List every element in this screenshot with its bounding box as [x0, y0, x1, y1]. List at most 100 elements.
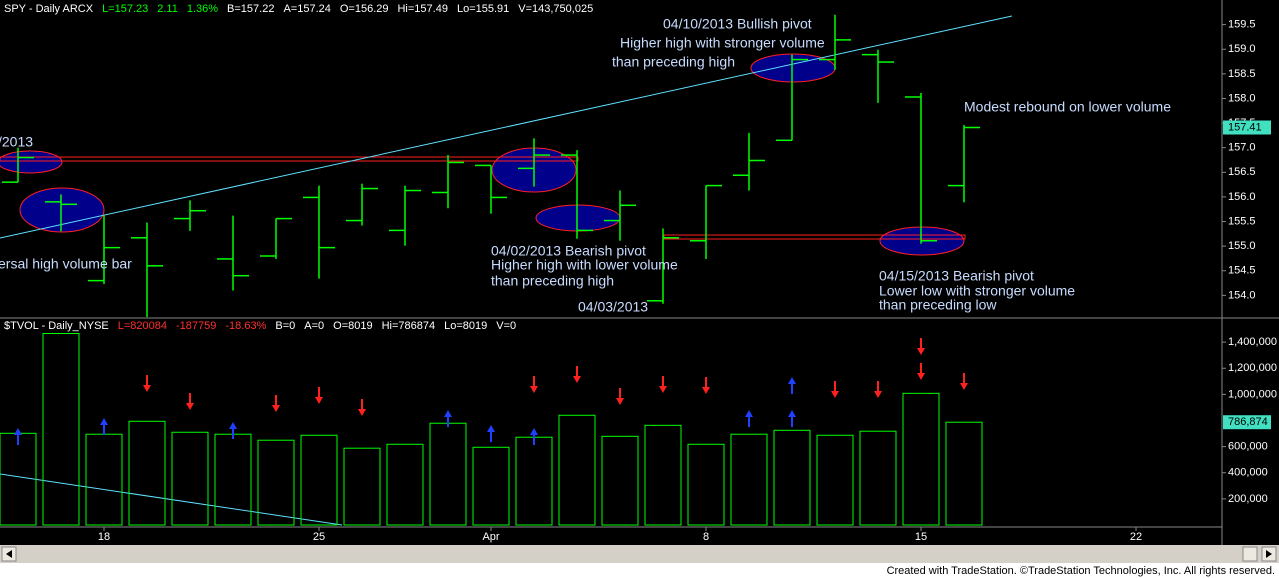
- footer: Created with TradeStation. ©TradeStation…: [887, 565, 1275, 577]
- signal-arrow-down: [530, 376, 538, 393]
- volume-bar: [472, 446, 510, 526]
- volume-bar: [558, 414, 596, 526]
- chart-header: A=0: [304, 320, 324, 332]
- last-price-box: [1223, 120, 1271, 135]
- highlight-ellipse: [0, 150, 63, 174]
- signal-arrow-down: [831, 381, 839, 398]
- x-tick-label: 22: [1130, 531, 1142, 543]
- signal-arrow-down: [315, 387, 323, 404]
- trend-line: [0, 473, 343, 526]
- chart-header: $TVOL - Daily_NYSE: [4, 320, 109, 332]
- y-tick-label: 159.5: [1228, 19, 1256, 31]
- annotation: Lower low with stronger volume: [879, 283, 1075, 299]
- support-line: [663, 234, 966, 240]
- signal-arrow-up: [14, 428, 22, 445]
- signal-arrow-up: [788, 377, 796, 394]
- annotation: 04/03/2013: [578, 299, 648, 315]
- signal-arrow-down: [659, 376, 667, 393]
- annotation: /2013: [0, 134, 33, 150]
- footer-bar: [0, 563, 1279, 578]
- y-tick-label: 600,000: [1228, 441, 1268, 453]
- chart-header: Lo=8019: [444, 320, 487, 332]
- chart-header: L=820084: [118, 320, 167, 332]
- y-tick-label: 1,000,000: [1228, 388, 1277, 400]
- chart-header: Lo=155.91: [457, 3, 509, 15]
- volume-bar: [644, 424, 682, 526]
- chart-header: B=157.22: [227, 3, 274, 15]
- y-tick-label: 154.5: [1228, 265, 1256, 277]
- y-tick-label: 156.5: [1228, 166, 1256, 178]
- y-tick-label: 158.5: [1228, 68, 1256, 80]
- volume-bar: [816, 434, 854, 526]
- chart-header: B=0: [275, 320, 295, 332]
- y-tick-label: 155.5: [1228, 215, 1256, 227]
- x-tick-label: 18: [98, 531, 110, 543]
- x-tick-label: Apr: [482, 531, 499, 543]
- annotation: 04/15/2013 Bearish pivot: [879, 268, 1034, 284]
- signal-arrow-down: [272, 395, 280, 412]
- chart-header: L=157.23: [102, 3, 148, 15]
- signal-arrow-down: [702, 377, 710, 394]
- chart-header: SPY - Daily ARCX: [4, 3, 94, 15]
- chart-header: -187759: [176, 320, 216, 332]
- x-tick-label: 15: [915, 531, 927, 543]
- volume-bar: [128, 420, 166, 526]
- signal-arrow-down: [616, 388, 624, 405]
- volume-bar: [300, 434, 338, 526]
- y-tick-label: 1,400,000: [1228, 336, 1277, 348]
- highlight-ellipse: [535, 204, 621, 232]
- volume-bar: [773, 429, 811, 526]
- y-tick-label: 1,200,000: [1228, 362, 1277, 374]
- volume-bar: [945, 421, 983, 526]
- resistance-line: [0, 156, 579, 162]
- signal-arrow-down: [143, 375, 151, 392]
- last-price-label: 157.41: [1228, 121, 1262, 133]
- x-tick-label: 8: [703, 531, 709, 543]
- chart-header: V=0: [496, 320, 516, 332]
- scroll-thumb[interactable]: [1242, 546, 1258, 562]
- x-tick-label: 25: [313, 531, 325, 543]
- volume-bar: [343, 447, 381, 526]
- signal-arrow-up: [100, 418, 108, 435]
- chart-header: A=157.24: [283, 3, 330, 15]
- y-tick-label: 154.0: [1228, 289, 1256, 301]
- volume-bar: [902, 392, 940, 526]
- annotation: 04/10/2013 Bullish pivot: [663, 16, 812, 32]
- signal-arrow-down: [917, 363, 925, 380]
- signal-arrow-up: [530, 428, 538, 445]
- volume-bar: [687, 443, 725, 526]
- volume-bar: [601, 435, 639, 526]
- signal-arrow-up: [788, 410, 796, 427]
- y-tick-label: 200,000: [1228, 493, 1268, 505]
- y-tick-label: 156.0: [1228, 191, 1256, 203]
- annotation: Modest rebound on lower volume: [964, 99, 1171, 115]
- volume-bar: [730, 433, 768, 526]
- annotation: Higher high with stronger volume: [620, 35, 825, 51]
- chart-header: -18.63%: [225, 320, 266, 332]
- annotation: than preceding high: [612, 54, 735, 70]
- last-volume-box: [1223, 415, 1271, 430]
- scroll-left-icon: [6, 550, 12, 558]
- annotation: ersal high volume bar: [0, 256, 132, 272]
- signal-arrow-down: [960, 373, 968, 390]
- scrollbar[interactable]: [0, 545, 1279, 563]
- signal-arrow-down: [573, 366, 581, 383]
- chart-header: O=8019: [333, 320, 372, 332]
- highlight-ellipse: [19, 187, 105, 233]
- signal-arrow-down: [874, 381, 882, 398]
- signal-arrow-down: [917, 338, 925, 355]
- volume-bar: [386, 443, 424, 526]
- signal-arrow-down: [358, 399, 366, 416]
- annotation: than preceding high: [491, 273, 614, 289]
- chart-header: O=156.29: [340, 3, 389, 15]
- y-tick-label: 159.0: [1228, 43, 1256, 55]
- volume-bar: [257, 439, 295, 526]
- chart-header: 2.11: [157, 3, 178, 15]
- volume-bar: [171, 431, 209, 526]
- volume-bar: [42, 333, 80, 526]
- volume-bar: [859, 430, 897, 526]
- annotation: than preceding low: [879, 297, 997, 313]
